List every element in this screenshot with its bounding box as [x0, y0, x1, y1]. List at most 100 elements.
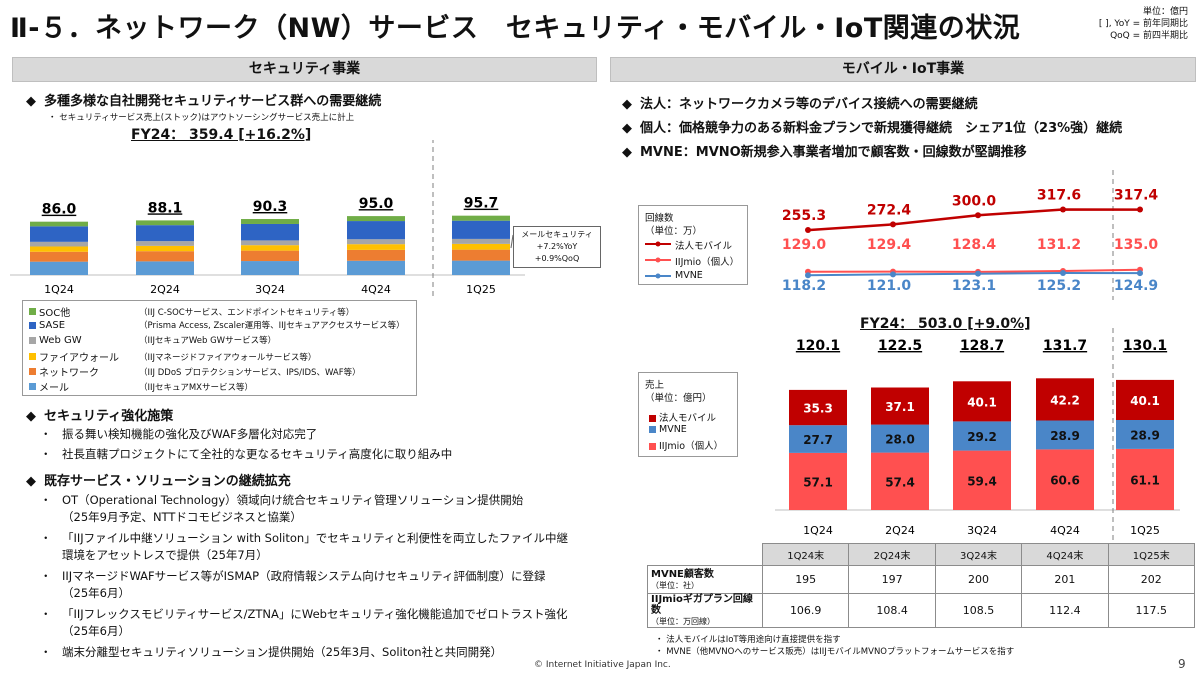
bullet-text: 個人：価格競争力のある新料金プランで新規獲得継続 シェア1位（23%強）継続	[640, 121, 1123, 136]
solution-item: ・ IIJマネージドWAFサービス等がISMAP（政府情報システム向けセキュリティ…	[40, 568, 546, 602]
legend-item: SOC他 （IIJ C-SOCサービス、エンドポイントセキュリティ等）	[29, 304, 354, 319]
legend-label: 法人モバイル	[659, 413, 717, 424]
bar-segment	[241, 240, 299, 246]
data-point	[805, 272, 811, 279]
bar-segment	[241, 223, 299, 241]
data-point	[1137, 206, 1143, 213]
bullet-dot: ・	[40, 447, 52, 461]
bar-segment	[30, 246, 88, 252]
mobile-section-header: モバイル・IoT事業	[610, 57, 1196, 82]
legend-desc: （IIJ DDoS プロテクションサービス、IPS/IDS、WAF等）	[139, 367, 361, 378]
series-line	[807, 271, 1141, 277]
data-point	[975, 270, 981, 277]
diamond-icon: ◆	[26, 474, 36, 489]
bar-total-label: 130.1	[1123, 338, 1167, 354]
mobile-bar-legend: 売上 （単位：億円） 法人モバイル MVNE IIJmio（個人）	[638, 372, 738, 457]
table-cell: 117.5	[1107, 593, 1196, 628]
legend-name: ファイアウォール	[39, 353, 119, 364]
data-label: 123.1	[952, 278, 996, 294]
table-row: IIJmioギガプラン回線数 （単位：万回線） 106.9 108.4 108.5…	[647, 593, 1196, 628]
table-header-row: 1Q24末 2Q24末 3Q24末 4Q24末 1Q25末	[647, 543, 1196, 566]
data-label: 118.2	[782, 278, 826, 294]
segment-value-label: 37.1	[885, 400, 915, 414]
legend-item: 法人モバイル	[649, 410, 716, 424]
bar-segment	[452, 243, 510, 250]
data-label: 121.0	[867, 278, 912, 294]
legend-title: 回線数	[645, 213, 674, 224]
bar-segment	[1116, 379, 1174, 420]
row-label: MVNE顧客数	[651, 568, 714, 580]
segment-value-label: 61.1	[1130, 473, 1160, 487]
bar-segment	[1036, 378, 1094, 421]
bar-segment	[136, 241, 194, 246]
solution-item: ・ OT（Operational Technology）領域向け統合セキュリティ管…	[40, 492, 523, 526]
bar-segment	[30, 221, 88, 227]
table-cell: 201	[1021, 565, 1109, 594]
x-tick-label: 2Q24	[885, 524, 915, 537]
legend-name: ネットワーク	[39, 368, 99, 379]
legend-item: ネットワーク （IIJ DDoS プロテクションサービス、IPS/IDS、WAF等…	[29, 364, 361, 379]
callout-line: +7.2%YoY	[536, 242, 578, 251]
legend-item: ファイアウォール （IIJマネージドファイアウォールサービス等）	[29, 349, 316, 364]
data-label: 317.6	[1037, 187, 1081, 203]
legend-swatch	[649, 443, 656, 450]
segment-value-label: 60.6	[1050, 474, 1080, 488]
segment-value-label: 35.3	[803, 402, 833, 416]
bar-segment	[347, 221, 405, 240]
x-tick-label: 1Q24	[803, 524, 833, 537]
bar-segment	[30, 226, 88, 242]
table-row: MVNE顧客数 （単位：社） 195 197 200 201 202	[647, 565, 1196, 594]
bar-total-label: 128.7	[960, 338, 1004, 354]
x-tick-label: 3Q24	[967, 524, 997, 537]
bar-segment	[136, 220, 194, 226]
bar-segment	[953, 450, 1011, 510]
bullet-dot: ・	[40, 607, 52, 621]
diamond-icon: ◆	[622, 145, 632, 160]
bullet-dot: ・	[40, 645, 52, 659]
bar-segment	[953, 381, 1011, 422]
units-line: [ ], YoY = 前年同期比	[1098, 19, 1188, 29]
solution-item: ・「IIJフレックスモビリティサービス/ZTNA」にWebセキュリティ強化機能追…	[40, 606, 568, 640]
segment-value-label: 42.2	[1050, 393, 1080, 407]
table-corner	[647, 543, 763, 566]
footnote: ・ MVNE（他MVNOへのサービス販売）はIIJモバイルMVNOプラットフォー…	[655, 647, 1015, 657]
data-point	[1137, 270, 1143, 277]
series-line	[807, 208, 1141, 232]
table-cell: 197	[848, 565, 936, 594]
table-col-header: 1Q24末	[761, 543, 850, 566]
legend-unit: （単位：万）	[645, 226, 703, 237]
legend-swatch	[29, 368, 36, 375]
bar-segment	[347, 239, 405, 245]
bullet-text: MVNE：MVNO新規参入事業者増加で顧客数・回線数が堅調推移	[640, 145, 1027, 160]
table-cell: 112.4	[1021, 593, 1109, 628]
bar-total-label: 122.5	[878, 338, 922, 354]
solution-item: ・「IIJファイル中継ソリューション with Soliton」でセキュリティと…	[40, 530, 568, 564]
bar-segment	[241, 250, 299, 262]
callout-pointer	[510, 234, 514, 249]
table-col-header: 2Q24末	[848, 543, 936, 566]
security-bullet-3: ◆ 既存サービス・ソリューションの継続拡充	[26, 470, 291, 489]
footnote: ・ 法人モバイルはIoT等用途向け直接提供を指す	[655, 635, 841, 645]
legend-swatch	[29, 308, 36, 315]
legend-title: 売上	[645, 380, 665, 391]
bar-segment	[30, 251, 88, 262]
bullet-text: 多種多様な自社開発セキュリティサービス群への需要継続	[44, 94, 382, 109]
diamond-icon: ◆	[26, 409, 36, 424]
mobile-bullet: ◆ MVNE：MVNO新規参入事業者増加で顧客数・回線数が堅調推移	[622, 141, 1027, 160]
segment-value-label: 59.4	[967, 474, 997, 488]
row-unit: （単位：社）	[651, 580, 699, 590]
mobile-revenue-chart: 57.1 27.7 35.3 120.1 1Q24 57.4 28.0 37.1 122.5 2Q…	[775, 328, 1180, 543]
item-text: 「IIJファイル中継ソリューション with Soliton」でセキュリティと利…	[62, 531, 569, 545]
row-label: IIJmioギガプラン回線数	[651, 594, 753, 616]
segment-value-label: 27.7	[803, 433, 833, 447]
data-point	[1060, 269, 1066, 276]
bullet-text: セキュリティ強化施策	[44, 409, 174, 424]
legend-unit: （単位：億円）	[645, 393, 712, 404]
bar-segment	[136, 245, 194, 252]
segment-value-label: 28.9	[1050, 429, 1080, 443]
solution-item: ・端末分離型セキュリティソリューション提供開始（25年3月、Soliton社と共…	[40, 644, 502, 661]
data-point	[1060, 206, 1066, 213]
item-text: OT（Operational Technology）領域向け統合セキュリティ管理…	[62, 493, 524, 507]
legend-desc: （IIJセキュアMXサービス等）	[139, 382, 254, 393]
legend-item: IIJmio（個人）	[649, 438, 723, 452]
